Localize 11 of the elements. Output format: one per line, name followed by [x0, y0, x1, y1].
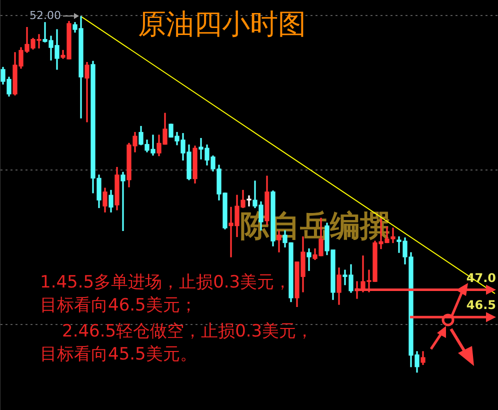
candlestick: [246, 195, 252, 206]
annotation: 2.46.5轻仓做空，止损0.3美元，: [62, 321, 314, 342]
chart-title: 原油四小时图: [138, 7, 306, 40]
annotation: 1.45.5多单进场，止损0.3美元，: [40, 272, 292, 292]
candlestick: [306, 248, 312, 271]
candlestick: [120, 172, 126, 232]
annotation: 52.00: [30, 8, 61, 22]
legend-label: 46.5: [466, 298, 496, 312]
annotation: 目标看向45.5美元。: [40, 344, 197, 364]
candlestick: [84, 62, 90, 122]
annotation: 目标看向46.5美元；: [40, 295, 197, 316]
